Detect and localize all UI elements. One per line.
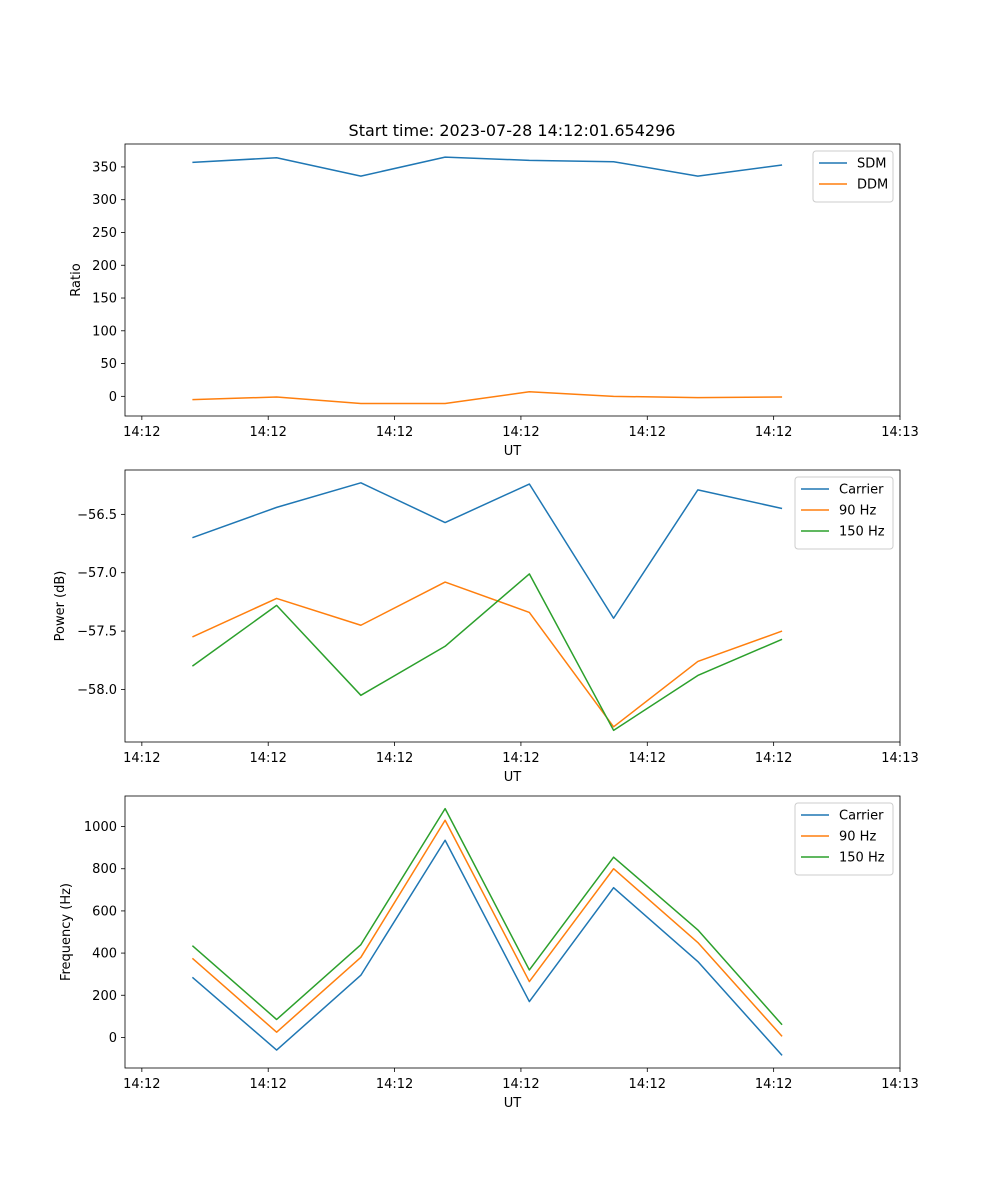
ratio-y-tick-label: 300 [92, 193, 117, 208]
power-panel: 14:12 14:12 14:12 14:12 14:12 14:12 14:13 −58.0… [53, 469, 919, 785]
frequency-x-tick-label: 14:12 [123, 1077, 160, 1092]
ratio-series-ddm-line [192, 391, 783, 405]
power-x-tick-label: 14:12 [123, 751, 160, 766]
ratio-x-tick-label: 14:13 [881, 425, 918, 440]
power-y-tick-label: −57.0 [77, 566, 117, 581]
power-y-tick-label: −57.5 [77, 625, 117, 640]
power-legend-label-90-hz: 90 Hz [839, 504, 876, 519]
frequency-y-tick-label: 400 [92, 947, 117, 962]
frequency-series-150-hz-line [191, 807, 783, 1026]
power-x-tick-label: 14:12 [376, 751, 413, 766]
frequency-y-tick-label: 0 [109, 1031, 117, 1046]
ratio-y-tick-label: 350 [92, 160, 117, 175]
frequency-x-axis-label: UT [504, 1096, 522, 1111]
ratio-legend-label-sdm: SDM [857, 157, 886, 172]
ratio-y-tick-label: 50 [100, 357, 117, 372]
power-axes-frame [124, 469, 901, 743]
chart-title: Start time: 2023-07-28 14:12:01.654296 [349, 121, 676, 140]
frequency-x-tick-label: 14:12 [629, 1077, 666, 1092]
ratio-x-tick-label: 14:12 [376, 425, 413, 440]
ratio-panel: 14:12 14:12 14:12 14:12 14:12 14:12 14:13 0 50 10… [69, 143, 919, 459]
ratio-x-axis-label: UT [504, 444, 522, 459]
frequency-y-tick-label: 200 [92, 989, 117, 1004]
power-y-axis-label: Power (dB) [53, 571, 68, 642]
frequency-y-tick-label: 600 [92, 904, 117, 919]
ratio-x-tick-label: 14:12 [755, 425, 792, 440]
frequency-x-tick-label: 14:12 [755, 1077, 792, 1092]
ratio-x-tick-label: 14:12 [249, 425, 286, 440]
frequency-series-90-hz-line [191, 819, 783, 1037]
power-series-150-hz-line [191, 573, 783, 732]
ratio-x-tick-label: 14:12 [502, 425, 539, 440]
power-x-tick-label: 14:12 [502, 751, 539, 766]
frequency-panel: 14:12 14:12 14:12 14:12 14:12 14:12 14:13 0 200 4… [59, 795, 919, 1111]
ratio-legend: SDM DDM [812, 150, 894, 203]
ratio-x-tick-label: 14:12 [629, 425, 666, 440]
frequency-y-axis-label: Frequency (Hz) [59, 883, 74, 981]
power-x-axis-label: UT [504, 770, 522, 785]
ratio-x-tick-label: 14:12 [123, 425, 160, 440]
power-legend: Carrier 90 Hz 150 Hz [794, 476, 894, 550]
power-y-tick-label: −58.0 [77, 683, 117, 698]
power-legend-label-carrier: Carrier [839, 483, 884, 498]
power-x-tick-label: 14:12 [755, 751, 792, 766]
frequency-legend-label-90-hz: 90 Hz [839, 830, 876, 845]
frequency-legend: Carrier 90 Hz 150 Hz [794, 802, 894, 876]
frequency-x-tick-label: 14:12 [502, 1077, 539, 1092]
ratio-y-tick-label: 100 [92, 324, 117, 339]
ratio-y-tick-label: 0 [109, 390, 117, 405]
ratio-axes-frame [124, 143, 901, 417]
power-legend-label-150-hz: 150 Hz [839, 525, 885, 540]
frequency-x-tick-label: 14:12 [249, 1077, 286, 1092]
power-series-90-hz-line [192, 581, 783, 728]
power-x-tick-label: 14:13 [881, 751, 918, 766]
frequency-y-tick-label: 800 [92, 862, 117, 877]
ratio-legend-label-ddm: DDM [857, 178, 888, 193]
frequency-x-tick-label: 14:12 [376, 1077, 413, 1092]
power-series-carrier-line [192, 482, 783, 620]
ratio-y-tick-label: 250 [92, 226, 117, 241]
power-y-tick-label: −56.5 [77, 508, 117, 523]
power-x-tick-label: 14:12 [629, 751, 666, 766]
frequency-series-carrier-line [191, 839, 783, 1056]
frequency-x-tick-label: 14:13 [881, 1077, 918, 1092]
ratio-y-tick-label: 200 [92, 259, 117, 274]
ratio-y-axis-label: Ratio [69, 263, 84, 296]
frequency-axes-frame [124, 795, 901, 1069]
ratio-series-sdm-line [192, 156, 783, 177]
frequency-legend-label-carrier: Carrier [839, 809, 884, 824]
ratio-y-tick-label: 150 [92, 292, 117, 307]
power-x-tick-label: 14:12 [249, 751, 286, 766]
frequency-legend-label-150-hz: 150 Hz [839, 851, 885, 866]
frequency-y-tick-label: 1000 [84, 820, 117, 835]
